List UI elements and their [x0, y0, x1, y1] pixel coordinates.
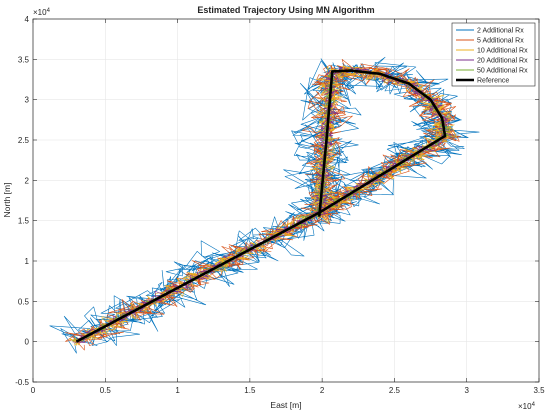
y-tick-label: 3 [25, 96, 30, 105]
x-tick-label: 1.5 [244, 386, 256, 395]
y-tick-label: 2.5 [18, 136, 30, 145]
x-tick-label: 0.5 [100, 386, 112, 395]
legend-label-10-additional-rx: 10 Additional Rx [477, 48, 528, 55]
series-layer [49, 56, 480, 354]
y-tick-label: 0.5 [18, 297, 30, 306]
y-axis-label: North [m] [2, 183, 12, 218]
legend-label-5-additional-rx: 5 Additional Rx [477, 38, 524, 45]
x-tick-label: 1 [175, 386, 180, 395]
legend-label-20-additional-rx: 20 Additional Rx [477, 58, 528, 65]
legend-label-2-additional-rx: 2 Additional Rx [477, 28, 524, 35]
plot-frame [32, 18, 540, 383]
y-tick-label: 1.5 [18, 217, 30, 226]
series-10-additional-rx [68, 65, 457, 346]
x-tick-label: 2.5 [389, 386, 401, 395]
y-exponent: ×104 [33, 8, 51, 17]
y-tick-label: 2 [25, 176, 30, 185]
ticks [32, 18, 540, 383]
y-tick-label: -0.5 [15, 378, 29, 387]
tick-labels: 0 0.5 1 1.5 2 2.5 3 3.5-0.500.511.522.533.54 [15, 15, 545, 395]
y-tick-label: 4 [25, 15, 30, 24]
legend-label-50-additional-rx: 50 Additional Rx [477, 68, 528, 75]
y-tick-label: 1 [25, 257, 30, 266]
x-tick-label: 3.5 [533, 386, 545, 395]
y-tick-label: 3.5 [18, 55, 30, 64]
legend-label-reference: Reference [477, 78, 509, 85]
y-tick-label: 0 [25, 338, 30, 347]
x-exponent: ×104 [518, 402, 536, 411]
legend-box [451, 22, 536, 87]
x-tick-label: 2 [320, 386, 325, 395]
x-tick-label: 3 [464, 386, 469, 395]
legend: 2 Additional Rx 5 Additional Rx 10 Additio… [451, 22, 536, 87]
chart-title: Estimated Trajectory Using MN Algorithm [197, 5, 374, 15]
x-tick-label: 0 [31, 386, 36, 395]
series-reference [75, 69, 447, 343]
x-axis-label: East [m] [270, 400, 301, 410]
